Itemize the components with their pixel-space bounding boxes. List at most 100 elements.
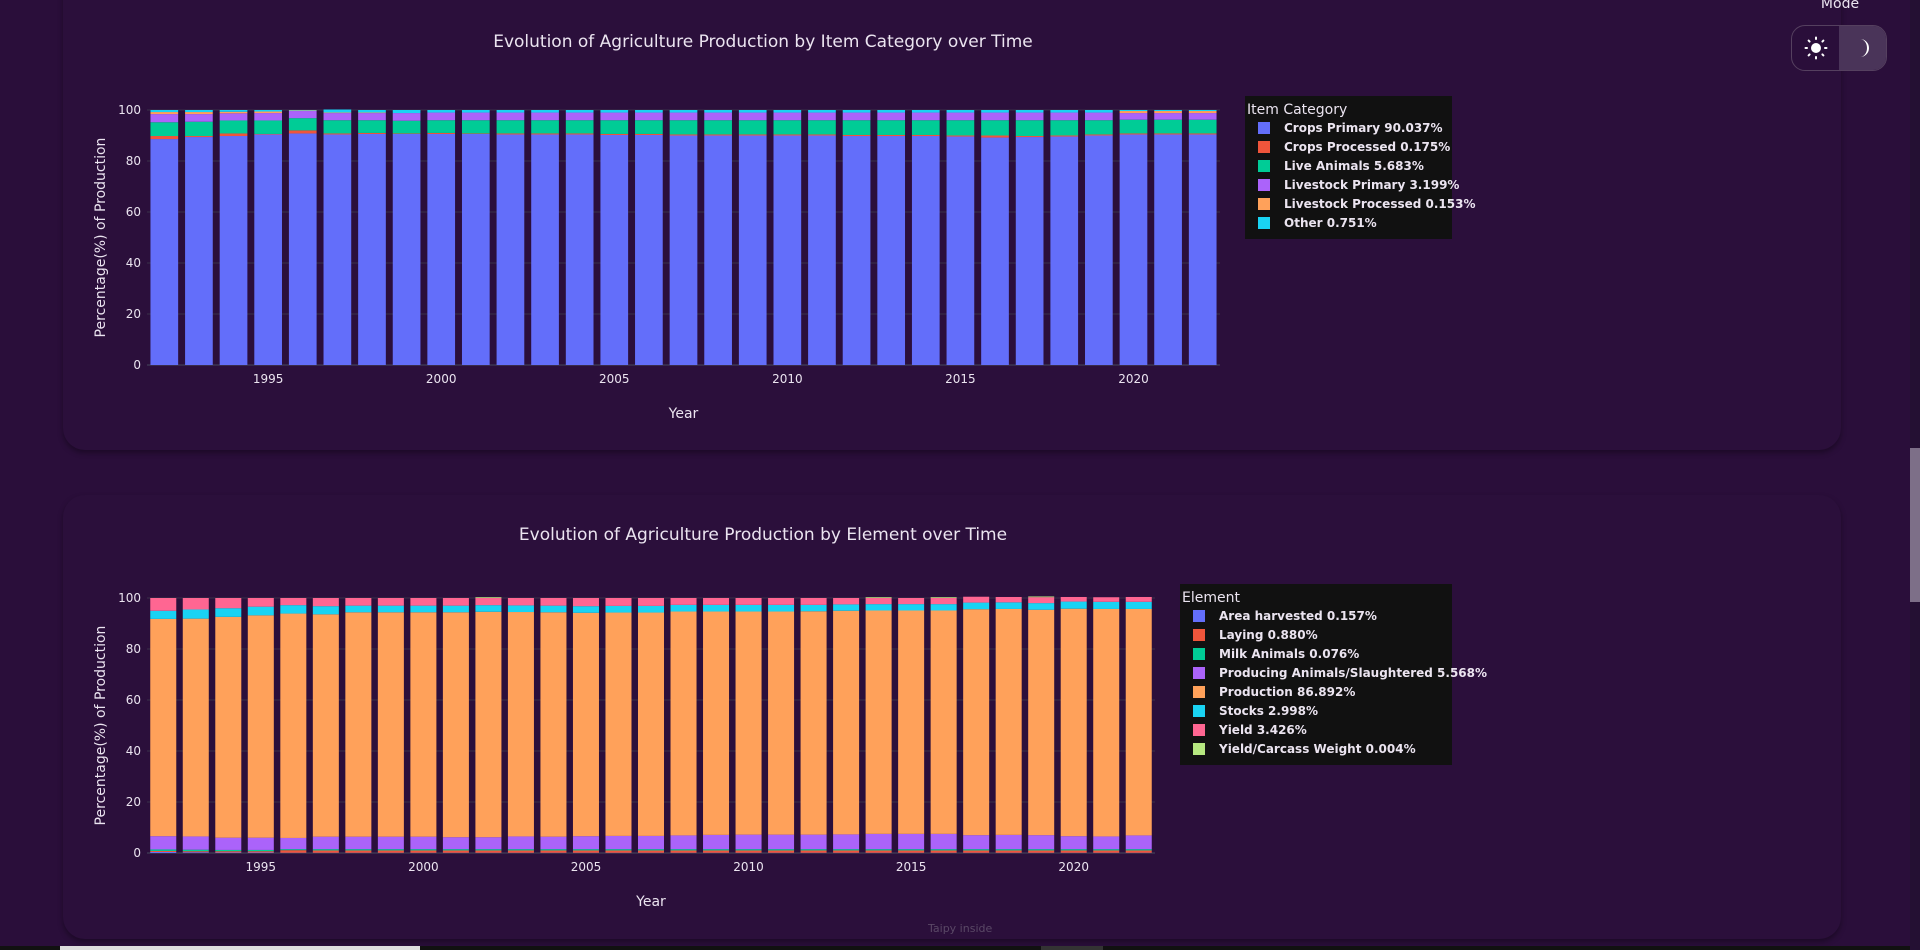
bar-segment [1125,850,1152,853]
bar-segment [247,606,274,616]
bar-segment [600,112,629,121]
bar-segment [182,609,209,619]
bar-segment [637,835,665,850]
bar-segment [704,110,732,113]
bar-segment [219,120,248,134]
bar-segment [703,598,730,605]
bar-segment [254,120,282,134]
bar-segment [572,612,599,837]
bar-segment [215,608,242,617]
bar-segment [1119,113,1148,120]
bar-segment [475,849,502,851]
bar-segment [215,849,242,852]
bar-segment [475,611,502,838]
light-mode-button[interactable] [1792,26,1839,70]
bar-segment [182,849,209,852]
bar-segment [150,851,177,853]
bar-segment [1125,835,1152,850]
bar-segment [150,598,177,611]
legend: Item Category Crops Primary 90.037% Crops … [1245,96,1476,239]
bar-segment [507,612,534,837]
bar-segment [1188,119,1217,134]
bar-segment [898,849,925,851]
y-tick-label: 0 [133,358,141,372]
bar-segment [345,850,372,853]
bar-segment [1125,849,1152,851]
bar-segment [540,836,567,850]
bar-segment [981,112,1009,121]
bar-segment [572,598,599,607]
bar-segment [442,837,469,850]
bar-segment [185,121,213,137]
bar-segment [312,849,339,851]
bar-segment [345,849,372,851]
bar-segment [1188,111,1217,114]
vertical-scrollbar-thumb[interactable] [1910,448,1920,602]
legend-swatch [1193,667,1205,679]
bar-segment [930,598,957,605]
bar-segment [703,834,730,850]
bar-segment [182,852,209,853]
bar-segment [150,618,177,837]
bar-segment [1050,112,1079,121]
bar-segment [981,135,1009,138]
bar-segment [768,850,795,853]
bar-segment [735,604,762,612]
bar-segment [427,133,456,365]
bar-segment [410,849,437,851]
bar-segment [247,598,274,607]
legend-title: Item Category [1247,102,1347,118]
bar-segment [842,136,871,365]
bar-segment [600,133,629,135]
bar-segment [540,605,567,613]
bar-segment [475,850,502,853]
bar-segment [150,122,179,137]
bar-segment [1028,849,1055,851]
bar-segment [735,598,762,605]
horizontal-scrollbar-thumb[interactable] [60,946,420,950]
y-tick-label: 60 [126,693,141,707]
bar-segment [877,120,906,135]
bar-segment [946,135,975,137]
bar-segment [531,120,559,134]
bar-segment [496,134,525,365]
bar-segment [1028,596,1055,598]
bar-segment [358,120,386,133]
bar-segment [1060,850,1087,853]
legend-swatch [1258,198,1270,210]
bar-segment [1119,119,1148,134]
horizontal-scrollbar[interactable] [0,946,1910,950]
x-tick-label: 2015 [896,860,927,874]
bar-segment [1154,119,1182,134]
bar-segment [150,139,179,365]
bar-segment [981,110,1009,113]
bar-segment [358,132,386,134]
bar-segment [247,837,274,850]
legend-swatch [1193,724,1205,736]
bar-segment [1015,137,1044,365]
legend-item: Laying 0.880% [1219,628,1318,642]
legend-swatch [1258,160,1270,172]
bar-segment [323,133,352,135]
bar-segment [670,611,697,836]
legend-item: Producing Animals/Slaughtered 5.568% [1219,666,1487,680]
bar-segment [442,850,469,853]
bar-segment [1093,849,1120,851]
bar-segment [442,605,469,613]
bar-segment [150,110,179,113]
bar-segment [833,834,860,850]
bar-segment [1188,133,1217,135]
bar-segment [1085,135,1113,365]
bar-segment [442,598,469,606]
bar-segment [1119,110,1148,112]
theme-mode-toggle[interactable] [1791,25,1887,71]
bar-segment [1050,135,1079,137]
bar-segment [1085,110,1113,113]
bar-segment [1060,849,1087,851]
bar-segment [946,112,975,121]
bar-segment [1028,835,1055,850]
bar-segment [215,837,242,850]
bar-segment [1060,601,1087,609]
dark-mode-button[interactable] [1839,26,1886,70]
bar-segment [1060,836,1087,850]
